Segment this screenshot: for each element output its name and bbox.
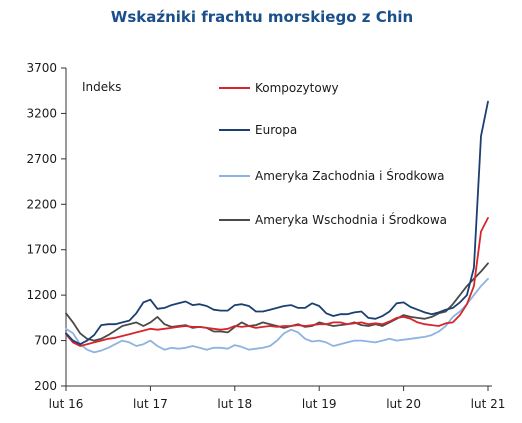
series-line-1 [65,216,489,347]
y-axis-label: Indeks [82,80,121,94]
x-tick-label: lut 16 [49,397,84,411]
series-lines [65,100,489,354]
series-line-4 [65,262,489,342]
x-tick-label: lut 21 [471,397,506,411]
y-tick-label: 1700 [26,243,57,257]
y-tick-label: 200 [34,379,57,393]
legend-label: Ameryka Zachodnia i Środkowa [255,168,445,183]
y-tick-label: 3700 [26,61,57,75]
x-tick-label: lut 20 [386,397,421,411]
series-line-3 [65,277,489,354]
axes: 200 700 1200 1700 2200 2700 3200 3700 lut 16 lut … [26,61,505,411]
y-tick-label: 700 [34,334,57,348]
y-tick-label: 2200 [26,197,57,211]
y-tick-label: 2700 [26,152,57,166]
x-tick-label: lut 17 [133,397,168,411]
y-tick-label: 3200 [26,106,57,120]
legend: Kompozytowy Europa Ameryka Zachodnia i Śro… [219,81,447,227]
x-tick-label: lut 19 [302,397,337,411]
chart-title: Wskaźniki frachtu morskiego z Chin [111,8,413,26]
y-tick-label: 1200 [26,288,57,302]
x-tick-label: lut 18 [217,397,252,411]
legend-label: Ameryka Wschodnia i Środkowa [255,212,447,227]
legend-label: Europa [255,123,297,137]
legend-label: Kompozytowy [255,81,339,95]
series-line-2 [65,100,489,346]
